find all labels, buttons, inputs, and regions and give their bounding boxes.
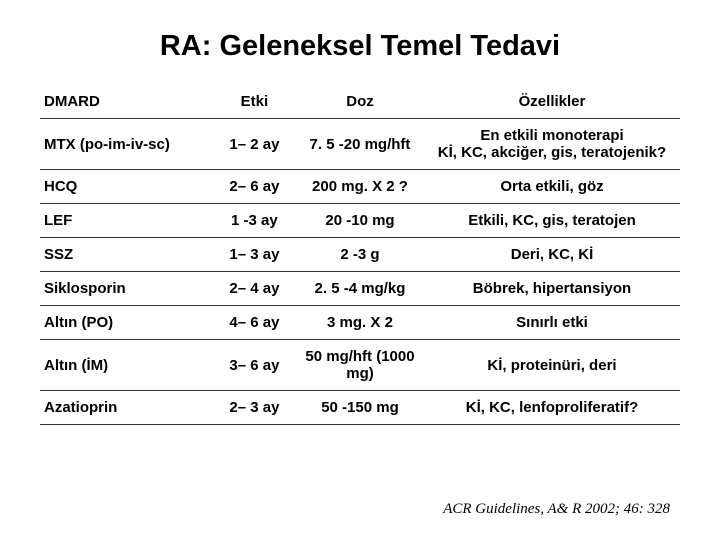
cell-etki: 1– 3 ay [213,238,296,272]
cell-etki: 2– 3 ay [213,391,296,425]
cell-ozel: Orta etkili, göz [424,170,680,204]
cell-etki: 1– 2 ay [213,119,296,170]
table-row: HCQ 2– 6 ay 200 mg. X 2 ? Orta etkili, g… [40,170,680,204]
cell-dmard: LEF [40,204,213,238]
cell-ozel: Böbrek, hipertansiyon [424,272,680,306]
cell-doz: 2 -3 g [296,238,424,272]
col-header-doz: Doz [296,85,424,119]
cell-doz: 3 mg. X 2 [296,306,424,340]
cell-etki: 4– 6 ay [213,306,296,340]
table-row: SSZ 1– 3 ay 2 -3 g Deri, KC, Kİ [40,238,680,272]
citation-footer: ACR Guidelines, A& R 2002; 46: 328 [443,501,670,518]
cell-doz: 50 mg/hft (1000 mg) [296,340,424,391]
page-title: RA: Geleneksel Temel Tedavi [40,30,680,63]
col-header-etki: Etki [213,85,296,119]
cell-etki: 2– 4 ay [213,272,296,306]
cell-doz: 2. 5 -4 mg/kg [296,272,424,306]
cell-doz: 20 -10 mg [296,204,424,238]
table-row: Azatioprin 2– 3 ay 50 -150 mg Kİ, KC, le… [40,391,680,425]
dmard-table: DMARD Etki Doz Özellikler MTX (po-im-iv-… [40,85,680,425]
cell-ozel: Sınırlı etki [424,306,680,340]
cell-dmard: Azatioprin [40,391,213,425]
col-header-dmard: DMARD [40,85,213,119]
cell-doz: 200 mg. X 2 ? [296,170,424,204]
cell-ozel: En etkili monoterapiKİ, KC, akciğer, gis… [424,119,680,170]
cell-doz: 50 -150 mg [296,391,424,425]
cell-dmard: SSZ [40,238,213,272]
cell-etki: 1 -3 ay [213,204,296,238]
cell-ozel: Etkili, KC, gis, teratojen [424,204,680,238]
table-header-row: DMARD Etki Doz Özellikler [40,85,680,119]
table-row: Siklosporin 2– 4 ay 2. 5 -4 mg/kg Böbrek… [40,272,680,306]
cell-dmard: Siklosporin [40,272,213,306]
cell-dmard: HCQ [40,170,213,204]
cell-etki: 3– 6 ay [213,340,296,391]
cell-dmard: Altın (İM) [40,340,213,391]
cell-ozel: Deri, KC, Kİ [424,238,680,272]
cell-dmard: Altın (PO) [40,306,213,340]
cell-ozel: Kİ, proteinüri, deri [424,340,680,391]
cell-doz: 7. 5 -20 mg/hft [296,119,424,170]
col-header-ozellikler: Özellikler [424,85,680,119]
table-row: Altın (İM) 3– 6 ay 50 mg/hft (1000 mg) K… [40,340,680,391]
table-row: MTX (po-im-iv-sc) 1– 2 ay 7. 5 -20 mg/hf… [40,119,680,170]
cell-ozel: Kİ, KC, lenfoproliferatif? [424,391,680,425]
table-row: Altın (PO) 4– 6 ay 3 mg. X 2 Sınırlı etk… [40,306,680,340]
cell-etki: 2– 6 ay [213,170,296,204]
table-row: LEF 1 -3 ay 20 -10 mg Etkili, KC, gis, t… [40,204,680,238]
cell-dmard: MTX (po-im-iv-sc) [40,119,213,170]
